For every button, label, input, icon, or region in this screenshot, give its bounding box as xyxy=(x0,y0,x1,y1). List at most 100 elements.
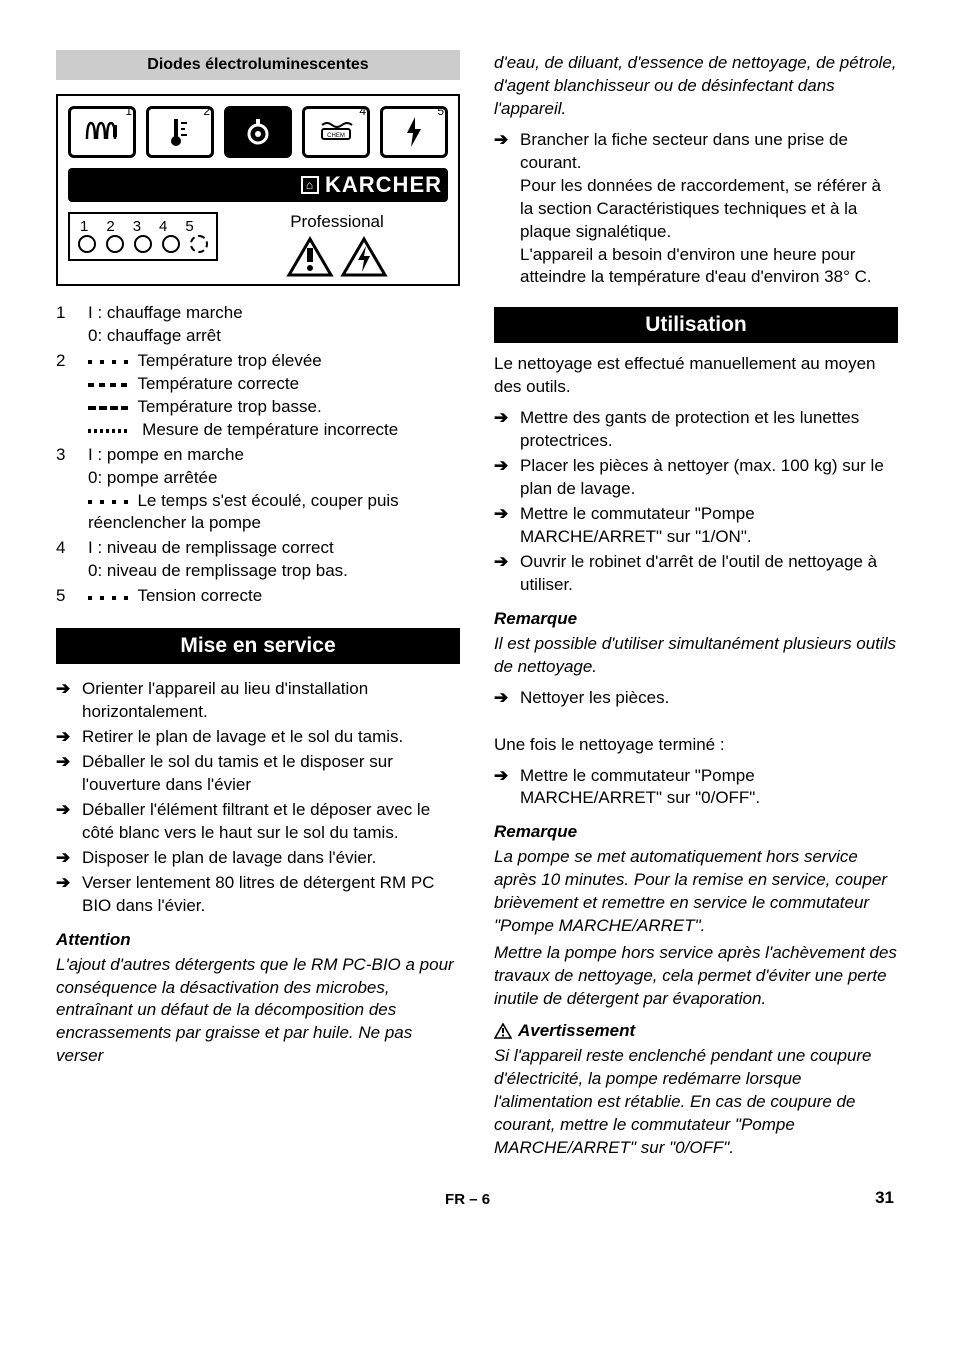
legend-text: Température trop basse. xyxy=(137,397,321,416)
two-column-layout: Diodes électroluminescentes 1 2 xyxy=(56,50,898,1162)
step-text: Déballer le sol du tamis et le disposer … xyxy=(82,751,460,797)
legend-line: I : niveau de remplissage correct xyxy=(88,537,460,560)
blink-pattern-icon xyxy=(88,402,128,412)
led-num: 3 xyxy=(133,218,141,235)
legend-line: Tension correcte xyxy=(88,585,460,608)
legend-text: Température trop élevée xyxy=(137,351,321,370)
legend-body: Température trop élevée Température corr… xyxy=(88,350,460,442)
step-item: ➔ Retirer le plan de lavage et le sol du … xyxy=(56,726,460,749)
step-item: ➔Mettre des gants de protection et les l… xyxy=(494,407,898,453)
brand-logo-icon: ⌂ xyxy=(301,176,319,194)
step-item: ➔Verser lentement 80 litres de détergent… xyxy=(56,872,460,918)
icon-cell-1: 1 xyxy=(68,106,136,158)
attention-text: L'ajout d'autres détergents que le RM PC… xyxy=(56,954,460,1069)
icon-cell-2: 2 xyxy=(146,106,214,158)
arrow-icon: ➔ xyxy=(56,678,72,724)
blink-pattern-icon xyxy=(88,496,128,506)
brand-bar: ⌂ KARCHER xyxy=(68,168,448,202)
icon-cell-3: 3 xyxy=(224,106,292,158)
remarque-heading: Remarque xyxy=(494,822,898,842)
page-footer: FR – 6 31 xyxy=(56,1188,898,1208)
right-column: d'eau, de diluant, d'essence de nettoyag… xyxy=(494,50,898,1162)
panel-right-area: Professional xyxy=(226,212,448,278)
legend-text: Température correcte xyxy=(137,374,299,393)
arrow-icon: ➔ xyxy=(56,726,72,749)
legend-line: Température correcte xyxy=(88,373,460,396)
arrow-icon: ➔ xyxy=(56,751,72,797)
mise-en-service-title: Mise en service xyxy=(56,628,460,664)
arrow-icon: ➔ xyxy=(494,407,510,453)
legend-line: 0: chauffage arrêt xyxy=(88,325,460,348)
legend-item: 1 I : chauffage marche 0: chauffage arrê… xyxy=(56,302,460,348)
legend-text: Le temps s'est écoulé, couper puis réenc… xyxy=(88,491,399,533)
led-circle-icon xyxy=(134,235,152,253)
arrow-icon: ➔ xyxy=(494,687,510,710)
utilisation-steps-list: ➔Mettre des gants de protection et les l… xyxy=(494,405,898,599)
step-text: Placer les pièces à nettoyer (max. 100 k… xyxy=(520,455,898,501)
icon-cell-4: 4 CHEM xyxy=(302,106,370,158)
control-panel-diagram: 1 2 3 xyxy=(56,94,460,286)
after-cleaning-steps: ➔Mettre le commutateur "Pompe MARCHE/ARR… xyxy=(494,763,898,813)
step-body: Brancher la fiche secteur dans une prise… xyxy=(520,129,898,290)
legend-line: Mesure de température incorrecte xyxy=(88,419,460,442)
icon-number: 2 xyxy=(203,104,210,118)
professional-label: Professional xyxy=(226,212,448,232)
legend-number: 1 xyxy=(56,302,70,348)
arrow-icon: ➔ xyxy=(494,551,510,597)
utilisation-intro: Le nettoyage est effectué manuellement a… xyxy=(494,353,898,399)
step-text: Mettre des gants de protection et les lu… xyxy=(520,407,898,453)
left-column: Diodes électroluminescentes 1 2 xyxy=(56,50,460,1162)
step-text: Ouvrir le robinet d'arrêt de l'outil de … xyxy=(520,551,898,597)
page-number: 31 xyxy=(875,1188,894,1208)
electric-triangle-icon xyxy=(340,236,388,278)
step-text: Verser lentement 80 litres de détergent … xyxy=(82,872,460,918)
legend-line: I : pompe en marche xyxy=(88,444,460,467)
step-text: Brancher la fiche secteur dans une prise… xyxy=(520,130,848,172)
avertissement-text: Si l'appareil reste enclenché pendant un… xyxy=(494,1045,898,1160)
warning-triangle-icon xyxy=(286,236,334,278)
arrow-icon: ➔ xyxy=(56,847,72,870)
legend-body: Tension correcte xyxy=(88,585,460,608)
blink-pattern-icon xyxy=(88,425,128,435)
legend-number: 2 xyxy=(56,350,70,442)
legend-number: 3 xyxy=(56,444,70,536)
after-cleaning-text: Une fois le nettoyage terminé : xyxy=(494,734,898,757)
arrow-icon: ➔ xyxy=(494,129,510,290)
legend-line: 0: niveau de remplissage trop bas. xyxy=(88,560,460,583)
led-circle-icon xyxy=(106,235,124,253)
led-num: 4 xyxy=(159,218,167,235)
step-text: Mettre le commutateur "Pompe MARCHE/ARRE… xyxy=(520,765,898,811)
icon-cell-5: 5 xyxy=(380,106,448,158)
legend-number: 5 xyxy=(56,585,70,608)
led-num: 2 xyxy=(106,218,114,235)
icon-number: 5 xyxy=(437,104,444,118)
step-text: Disposer le plan de lavage dans l'évier. xyxy=(82,847,376,870)
step-text: Retirer le plan de lavage et le sol du t… xyxy=(82,726,403,749)
legend-item: 5 Tension correcte xyxy=(56,585,460,608)
legend-line: Température trop basse. xyxy=(88,396,460,419)
icon-number: 1 xyxy=(125,104,132,118)
plug-steps-list: ➔ Brancher la fiche secteur dans une pri… xyxy=(494,127,898,292)
legend-text: Mesure de température incorrecte xyxy=(142,420,398,439)
led-circle-icon xyxy=(78,235,96,253)
blink-pattern-icon xyxy=(88,379,128,389)
icon-number: 3 xyxy=(281,104,288,118)
arrow-icon: ➔ xyxy=(56,799,72,845)
step-item: ➔Ouvrir le robinet d'arrêt de l'outil de… xyxy=(494,551,898,597)
arrow-icon: ➔ xyxy=(494,455,510,501)
step-item: ➔ Disposer le plan de lavage dans l'évier… xyxy=(56,847,460,870)
page: Diodes électroluminescentes 1 2 xyxy=(0,0,954,1238)
step-text: Mettre le commutateur "Pompe MARCHE/ARRE… xyxy=(520,503,898,549)
step-extra: Pour les données de raccordement, se réf… xyxy=(520,176,881,241)
arrow-icon: ➔ xyxy=(494,503,510,549)
step-item: ➔Mettre le commutateur "Pompe MARCHE/ARR… xyxy=(494,765,898,811)
step-item: ➔Déballer le sol du tamis et le disposer… xyxy=(56,751,460,797)
nettoyer-step-list: ➔Nettoyer les pièces. xyxy=(494,685,898,712)
avertissement-heading: Avertissement xyxy=(494,1021,898,1041)
led-circle-icon xyxy=(162,235,180,253)
utilisation-title: Utilisation xyxy=(494,307,898,343)
arrow-icon: ➔ xyxy=(494,765,510,811)
led-circle-row xyxy=(78,235,208,253)
step-item: ➔Déballer l'élément filtrant et le dépos… xyxy=(56,799,460,845)
led-num: 1 xyxy=(80,218,88,235)
